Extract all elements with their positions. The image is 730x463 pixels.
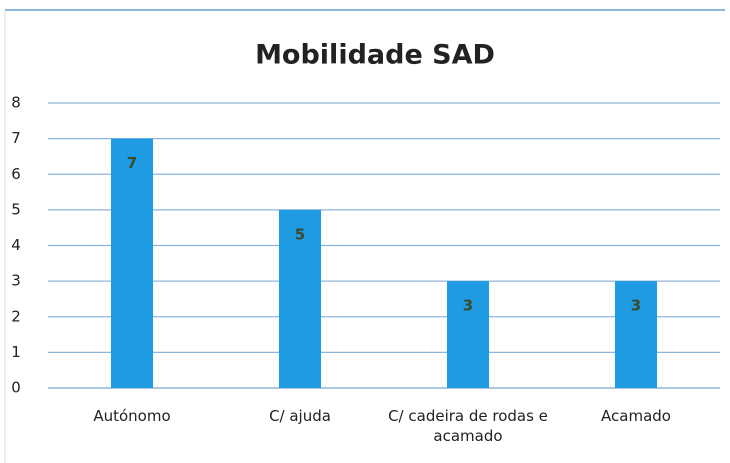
x-tick-label: Autónomo	[93, 407, 171, 425]
y-tick-label: 5	[11, 200, 21, 218]
bar	[111, 138, 153, 388]
data-label: 3	[631, 297, 641, 315]
y-tick-label: 6	[11, 165, 21, 183]
y-tick-label: 2	[11, 307, 21, 325]
data-label: 5	[295, 225, 305, 243]
x-tick-label: Acamado	[601, 407, 671, 425]
y-tick-label: 1	[11, 343, 21, 361]
y-tick-label: 8	[11, 94, 21, 112]
bar	[279, 209, 321, 388]
x-tick-label: C/ ajuda	[269, 407, 331, 425]
y-tick-label: 0	[11, 379, 21, 397]
y-tick-label: 4	[11, 236, 21, 254]
x-tick-label: C/ cadeira de rodas e acamado	[388, 407, 548, 445]
y-tick-label: 7	[11, 129, 21, 147]
data-label: 3	[463, 297, 473, 315]
y-tick-label: 3	[11, 272, 21, 290]
bar	[615, 281, 657, 388]
bar	[447, 281, 489, 388]
chart-title: Mobilidade SAD	[255, 40, 495, 71]
data-label: 7	[127, 154, 137, 172]
